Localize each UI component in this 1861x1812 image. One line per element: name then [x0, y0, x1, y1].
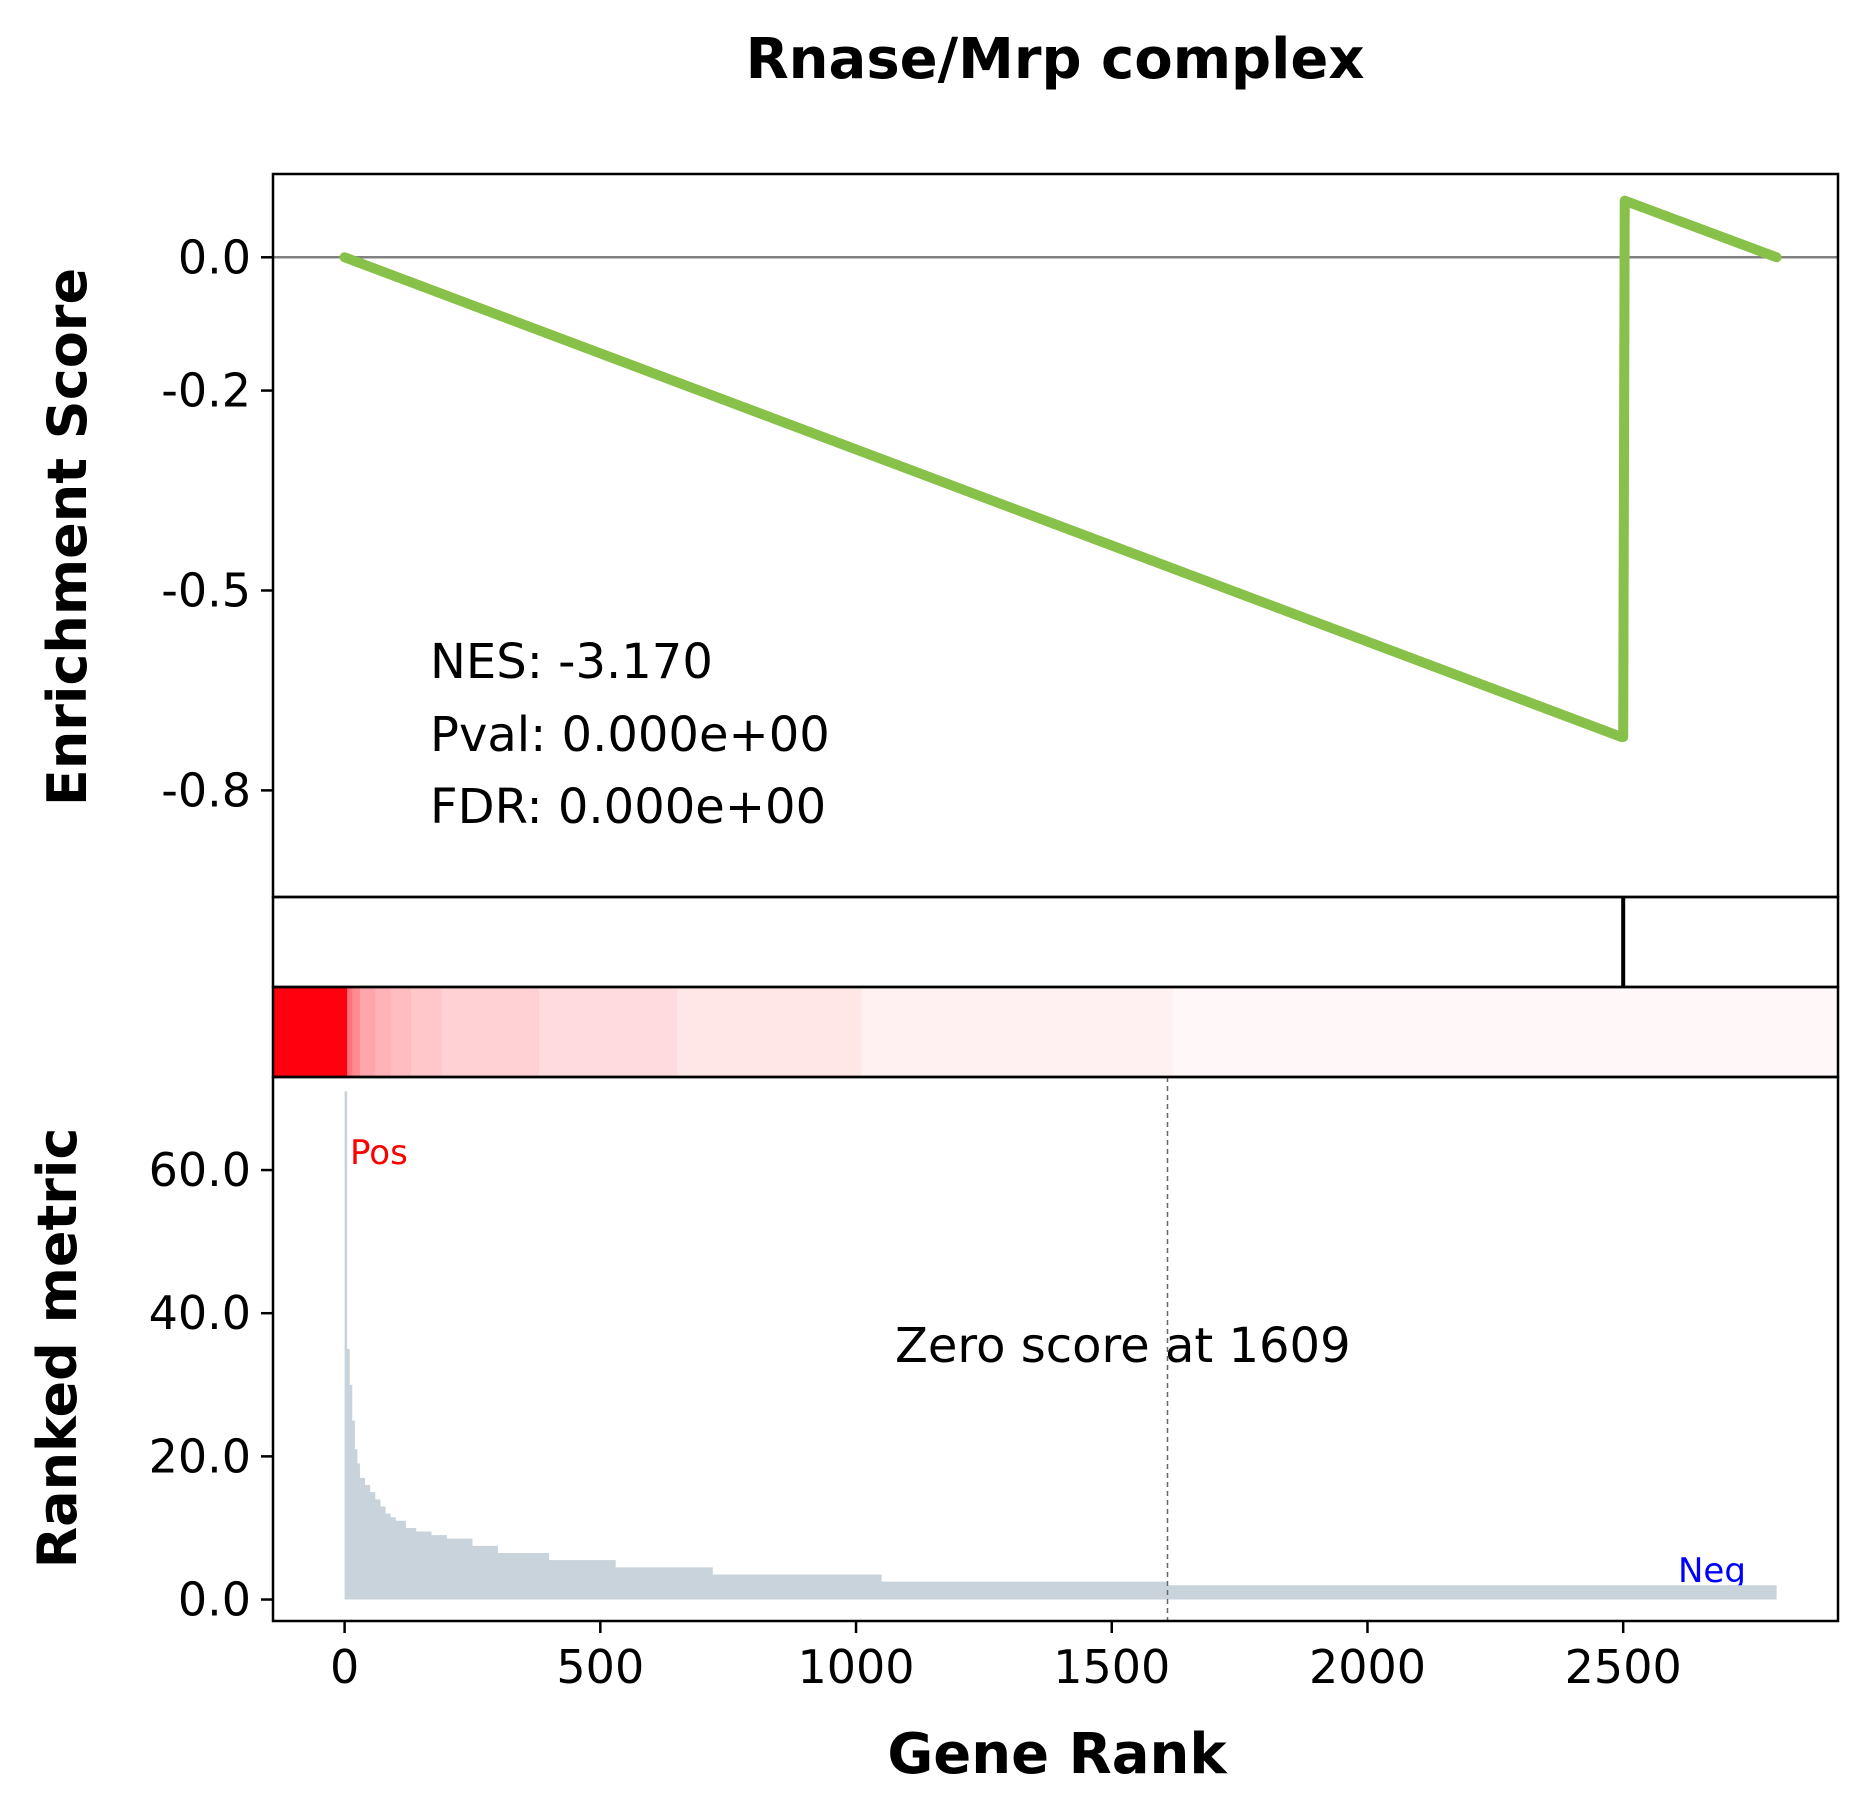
es-y-tick-label: -0.8	[161, 763, 251, 817]
ranked-metric-axis-label: Ranked metric	[26, 1128, 89, 1569]
metric-y-tick-label: 20.0	[149, 1429, 251, 1483]
x-tick-label: 1500	[1053, 1640, 1170, 1694]
neg-label: Neg	[1678, 1551, 1746, 1591]
enrichment-plot	[273, 195, 1838, 743]
heatmap-cell	[677, 987, 862, 1077]
metric-y-tick-label: 60.0	[149, 1143, 251, 1197]
es-axis-label: Enrichment Score	[36, 268, 99, 806]
es-y-tick-label: -0.2	[161, 364, 251, 418]
heatmap-cell	[352, 987, 361, 1077]
heatmap-cell	[411, 987, 443, 1077]
heatmap-cell	[359, 987, 376, 1077]
ranked-metric-fill	[344, 1091, 1777, 1600]
metric-y-tick-label: 0.0	[178, 1573, 251, 1627]
ranked-metric-area	[344, 1077, 1777, 1621]
heatmap-cell	[375, 987, 392, 1077]
x-tick-label: 2000	[1309, 1640, 1426, 1694]
heatmap-cell	[1173, 987, 1839, 1077]
fdr-label: FDR: 0.000e+00	[430, 779, 826, 835]
heatmap-cell	[390, 987, 412, 1077]
enrichment-curve	[339, 195, 1782, 743]
es-y-tick-label: -0.5	[161, 563, 251, 617]
heatmap-strip	[273, 987, 1839, 1077]
heatmap-cell	[273, 987, 348, 1077]
nes-label: NES: -3.170	[430, 634, 713, 690]
heatmap-cell	[538, 987, 678, 1077]
x-tick-label: 1000	[798, 1640, 915, 1694]
pos-label: Pos	[350, 1133, 408, 1173]
pval-label: Pval: 0.000e+00	[430, 707, 830, 763]
x-tick-label: 500	[556, 1640, 644, 1694]
heatmap-cell	[861, 987, 1174, 1077]
heatmap-cell	[441, 987, 540, 1077]
hits-panel-frame	[271, 895, 1840, 989]
axis-ticks: 0.0 -0.2 -0.5 -0.8 0.0 20.0 40.0 60.0 0 500 1000 15…	[149, 230, 1682, 1694]
metric-panel-frame	[271, 1075, 1840, 1623]
es-y-tick-label: 0.0	[178, 230, 251, 284]
heatmap-cell	[347, 987, 353, 1077]
x-axis-label: Gene Rank	[887, 1722, 1228, 1787]
chart-title: Rnase/Mrp complex	[746, 27, 1365, 92]
metric-y-tick-label: 40.0	[149, 1286, 251, 1340]
x-tick-label: 2500	[1565, 1640, 1682, 1694]
zero-score-label: Zero score at 1609	[895, 1318, 1351, 1374]
panel-frames	[271, 172, 1840, 1623]
x-tick-label: 0	[330, 1640, 359, 1694]
